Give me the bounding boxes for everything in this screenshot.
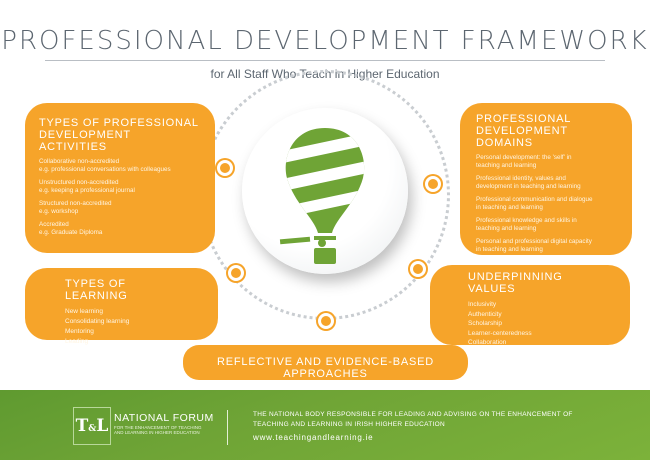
- activity-item: Accredited e.g. Graduate Diploma: [39, 221, 103, 236]
- learning-title: TYPES OF LEARNING: [65, 278, 128, 302]
- connector-dot-learning: [228, 265, 244, 281]
- activities-title-2: DEVELOPMENT ACTIVITIES: [39, 129, 131, 153]
- values-title: UNDERPINNING VALUES: [468, 271, 563, 295]
- domain-item: Personal development: the 'self' in teach…: [476, 154, 572, 169]
- footer-divider: [227, 410, 228, 445]
- values-box: UNDERPINNING VALUES Inclusivity Authenti…: [430, 265, 630, 346]
- learning-item: Consolidating learning: [65, 318, 130, 325]
- value-item: Inclusivity: [468, 301, 497, 308]
- domains-box: PROFESSIONAL DEVELOPMENT DOMAINS Personal…: [460, 103, 632, 255]
- activity-item: Unstructured non-accredited e.g. keeping …: [39, 179, 135, 194]
- balloon-disc: [242, 108, 408, 274]
- connector-dot-values: [410, 261, 426, 277]
- learning-item: Mentoring: [65, 328, 94, 335]
- org-name: NATIONAL FORUM: [114, 412, 214, 424]
- value-item: Scholarship: [468, 320, 502, 327]
- value-item: Authenticity: [468, 310, 502, 318]
- tl-logo: T&L: [73, 407, 111, 445]
- value-item: Collaboration: [468, 339, 507, 346]
- domain-item: Professional identity, values and develop…: [476, 175, 581, 190]
- domain-item: Professional knowledge and skills in teac…: [476, 217, 577, 232]
- approaches-box: REFLECTIVE AND EVIDENCE-BASED APPROACHES: [183, 345, 468, 380]
- footer-description: THE NATIONAL BODY RESPONSIBLE FOR LEADIN…: [253, 411, 573, 428]
- connector-dot-approaches: [318, 313, 334, 329]
- activity-item: Collaborative non-accredited e.g. profess…: [39, 158, 171, 173]
- org-sub: FOR THE ENHANCEMENT OF TEACHING AND LEARN…: [114, 425, 202, 435]
- activity-item: Structured non-accredited e.g. workshop: [39, 200, 112, 215]
- hot-air-balloon-icon: [279, 128, 365, 264]
- domain-item: Personal and professional digital capaci…: [476, 238, 592, 253]
- domains-title: PROFESSIONAL: [476, 113, 572, 125]
- domain-item: Professional communication and dialogue i…: [476, 196, 593, 211]
- learning-box: TYPES OF LEARNING New learning Consolida…: [25, 268, 218, 345]
- connector-dot-activities: [217, 160, 233, 176]
- learning-item: New learning: [65, 308, 103, 315]
- page-title: PROFESSIONAL DEVELOPMENT FRAMEWORK: [1, 26, 649, 56]
- footer: T&L NATIONAL FORUM FOR THE ENHANCEMENT O…: [0, 390, 650, 460]
- website-link[interactable]: www.teachingandlearning.ie: [253, 433, 374, 442]
- activities-title: TYPES OF PROFESSIONAL: [39, 117, 199, 129]
- value-item: Learner-centeredness: [468, 329, 532, 337]
- learning-item: Leading: [65, 338, 89, 345]
- approaches-title: REFLECTIVE AND EVIDENCE-BASED APPROACHES: [217, 356, 434, 380]
- connector-dot-domains: [425, 176, 441, 192]
- divider: [45, 60, 605, 61]
- activities-box: TYPES OF PROFESSIONAL DEVELOPMENT ACTIVIT…: [25, 103, 215, 253]
- domains-title-2: DEVELOPMENT DOMAINS: [476, 125, 568, 149]
